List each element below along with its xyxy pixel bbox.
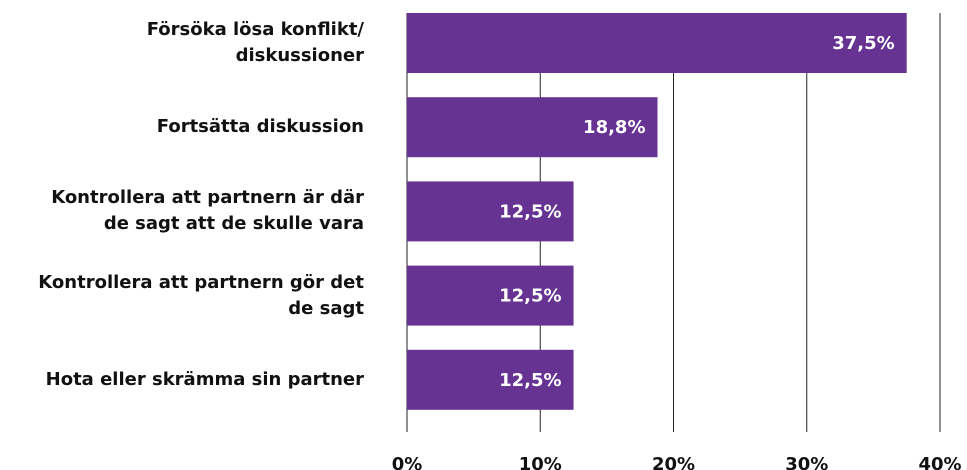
x-tick-label: 0%: [392, 454, 423, 470]
value-label: 12,5%: [499, 370, 561, 391]
bar: [407, 349, 574, 410]
x-tick-label: 10%: [519, 454, 562, 470]
x-tick-label: 20%: [652, 454, 695, 470]
category-label: Kontrollera att partnern är där de sagt …: [51, 187, 364, 235]
bar: [407, 97, 658, 158]
value-label: 12,5%: [499, 286, 561, 307]
value-label: 12,5%: [499, 201, 561, 222]
value-label: 37,5%: [832, 33, 894, 54]
bar: [407, 265, 574, 326]
category-label: Fortsätta diskussion: [156, 116, 364, 138]
bar: [407, 13, 907, 73]
x-tick-label: 30%: [785, 454, 828, 470]
category-label: Kontrollera att partnern gör det de sagt: [38, 271, 364, 319]
x-tick-label: 40%: [918, 454, 961, 470]
category-label: Försöka lösa konflikt/ diskussioner: [146, 19, 364, 66]
bar: [407, 181, 574, 242]
value-label: 18,8%: [583, 117, 645, 138]
category-label: Hota eller skrämma sin partner: [45, 368, 364, 390]
